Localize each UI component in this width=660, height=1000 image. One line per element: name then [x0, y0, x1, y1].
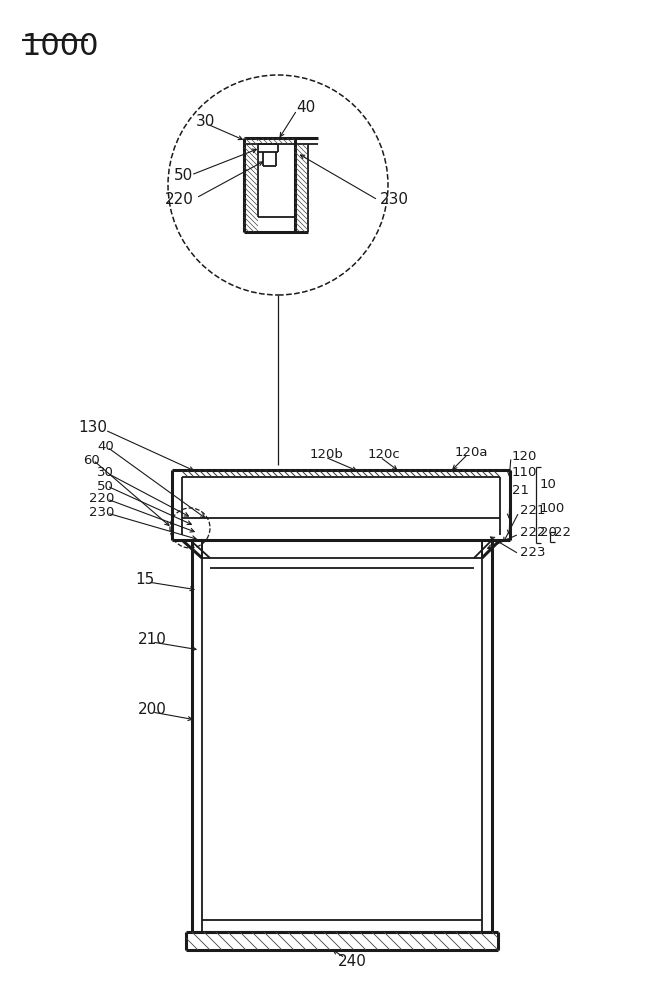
Text: 120c: 120c [368, 448, 401, 462]
Text: 40: 40 [97, 440, 114, 454]
Text: 230: 230 [380, 192, 409, 208]
Text: 60: 60 [83, 454, 100, 466]
Text: 200: 200 [138, 702, 167, 718]
Text: 40: 40 [296, 100, 315, 114]
Text: 120: 120 [512, 450, 537, 464]
Text: 15: 15 [135, 572, 154, 587]
Text: 130: 130 [78, 420, 107, 436]
Text: 220: 220 [165, 192, 194, 208]
Text: 223: 223 [520, 546, 546, 558]
Text: 230: 230 [89, 506, 114, 520]
Text: 20: 20 [540, 526, 557, 538]
Text: 120b: 120b [310, 448, 344, 462]
Text: 1000: 1000 [22, 32, 100, 61]
Text: 50: 50 [174, 167, 193, 182]
Text: 220: 220 [89, 492, 114, 506]
Text: 240: 240 [338, 954, 367, 970]
Text: 21: 21 [512, 484, 529, 496]
Text: 110: 110 [512, 466, 537, 480]
Text: 22: 22 [554, 526, 571, 538]
Text: 30: 30 [97, 466, 114, 480]
Text: 100: 100 [540, 502, 565, 514]
Text: 120a: 120a [455, 446, 488, 458]
Text: 222: 222 [520, 526, 546, 538]
Text: 221: 221 [520, 504, 546, 516]
Text: 210: 210 [138, 633, 167, 648]
Text: 10: 10 [540, 479, 557, 491]
Text: 30: 30 [196, 114, 215, 129]
Text: 50: 50 [97, 480, 114, 492]
